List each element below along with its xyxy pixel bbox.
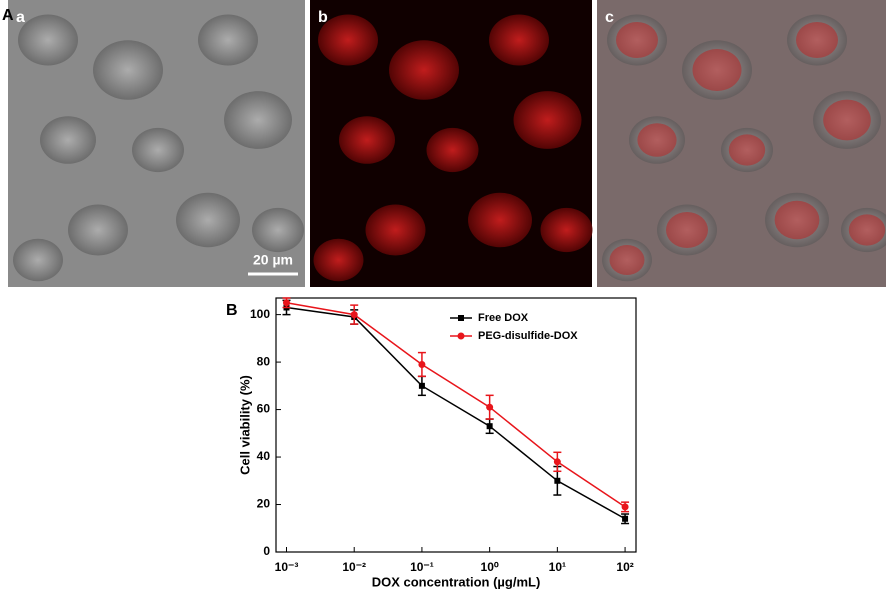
cell-red <box>609 245 645 275</box>
x-tick-label: 10⁻¹ <box>410 560 434 574</box>
x-tick-label: 10¹ <box>549 560 566 574</box>
marker <box>486 423 493 430</box>
marker <box>418 360 426 368</box>
y-tick-label: 40 <box>257 449 271 463</box>
marker <box>622 515 629 522</box>
cell <box>489 14 549 66</box>
x-axis-label: DOX concentration (µg/mL) <box>372 574 541 589</box>
x-tick-label: 10⁰ <box>481 560 499 574</box>
x-tick-label: 10⁻³ <box>275 560 299 574</box>
y-tick-label: 100 <box>250 307 270 321</box>
cell <box>389 40 459 100</box>
cell <box>513 91 582 149</box>
plot-frame <box>275 297 637 553</box>
cell <box>313 238 364 282</box>
cell-red <box>692 49 742 91</box>
image-label: a <box>16 9 25 26</box>
y-tick-label: 0 <box>263 544 270 558</box>
cell <box>426 127 479 173</box>
cell <box>365 204 426 256</box>
marker <box>621 503 629 511</box>
marker <box>486 403 494 411</box>
marker <box>553 458 561 466</box>
x-tick-label: 10⁻² <box>342 560 366 574</box>
y-axis-label: Cell viability (%) <box>237 375 252 475</box>
legend-marker <box>457 332 465 340</box>
cell <box>18 14 78 66</box>
cell <box>318 14 378 66</box>
cell <box>252 207 304 253</box>
marker <box>282 299 290 307</box>
legend-label: PEG-disulfide-DOX <box>478 330 578 342</box>
cell <box>468 192 532 248</box>
cell-red <box>774 200 820 240</box>
cell <box>339 116 395 164</box>
cell-red <box>637 123 677 157</box>
cell <box>198 14 258 66</box>
cell-red <box>796 22 838 58</box>
series-line <box>286 302 626 508</box>
cell <box>540 207 593 253</box>
cell <box>176 192 240 248</box>
cell-red <box>616 22 658 58</box>
series-line <box>286 306 626 520</box>
marker <box>350 311 358 319</box>
marker <box>554 477 561 484</box>
cell-red <box>848 214 886 246</box>
legend-label: Free DOX <box>478 312 529 324</box>
cell-red <box>728 134 766 166</box>
y-tick-label: 20 <box>257 497 271 511</box>
micrographs <box>8 0 886 287</box>
y-tick-label: 60 <box>257 402 271 416</box>
scale-bar-label: 20 µm <box>253 252 293 268</box>
image-label: b <box>318 9 328 26</box>
x-tick-label: 10² <box>616 560 633 574</box>
panel-label: A <box>2 7 14 24</box>
cell-red <box>823 99 871 141</box>
cell <box>224 91 292 149</box>
cell <box>13 238 63 282</box>
y-tick-label: 80 <box>257 354 271 368</box>
cell-red <box>666 212 708 248</box>
cell <box>93 40 163 100</box>
cell <box>68 204 128 256</box>
cell <box>40 116 96 164</box>
panel-label: B <box>226 302 238 319</box>
image-label: c <box>605 9 614 26</box>
legend-marker <box>458 315 464 321</box>
cell <box>132 127 184 173</box>
marker <box>418 382 425 389</box>
